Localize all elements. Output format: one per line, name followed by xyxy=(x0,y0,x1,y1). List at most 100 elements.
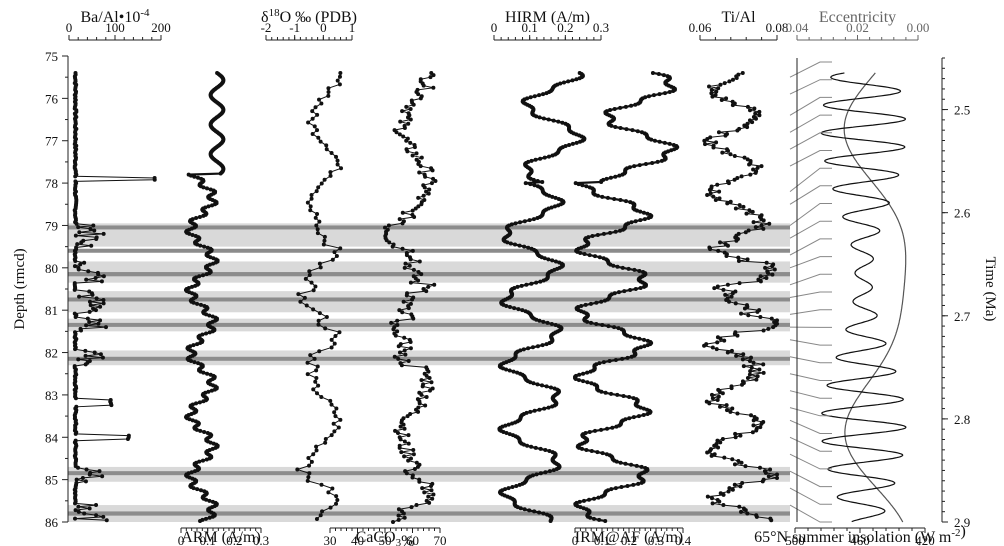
ti-al-point xyxy=(725,282,730,287)
d18o-point xyxy=(313,284,318,289)
hirm-point xyxy=(521,347,526,352)
d18o-point xyxy=(337,82,342,87)
ti-al-point xyxy=(711,145,716,150)
hirm-point xyxy=(541,116,546,121)
hirm-point xyxy=(538,446,543,451)
panel-title-ins: 65°N summer insolation (W m-2) xyxy=(754,523,966,546)
ti-al-point xyxy=(710,94,715,99)
arm-point xyxy=(195,487,200,492)
ti-al-point xyxy=(709,392,714,397)
d18o-point xyxy=(310,131,315,136)
d18o-point xyxy=(335,158,340,163)
irm-point xyxy=(637,163,642,168)
ti-al-point xyxy=(725,243,730,248)
ti-al-point xyxy=(710,396,715,401)
irm-point xyxy=(629,462,634,467)
hirm-point xyxy=(547,449,552,454)
caco3-point xyxy=(421,193,426,198)
irm-point xyxy=(636,414,641,419)
irm-point xyxy=(605,195,610,200)
ba-al-point xyxy=(79,240,84,245)
ti-al-point xyxy=(734,353,739,358)
ti-al-point xyxy=(739,174,744,179)
caco3-point xyxy=(404,471,409,476)
ti-al-point xyxy=(716,130,721,135)
ti-al-point xyxy=(758,314,763,319)
d18o-point xyxy=(315,227,320,232)
eccentricity-line xyxy=(843,72,907,523)
ba-al-point xyxy=(99,279,104,284)
irm-point xyxy=(629,103,634,108)
insolation-line xyxy=(820,72,907,523)
ti-al-point xyxy=(759,223,764,228)
panel-axis-ins: 500 460 420 xyxy=(785,527,935,546)
ti-al-point xyxy=(718,336,723,341)
hirm-point xyxy=(530,345,535,350)
irm-point xyxy=(645,411,650,416)
hirm-point xyxy=(534,317,539,322)
tie-line xyxy=(789,291,832,298)
ti-al-point xyxy=(747,162,752,167)
d18o-point xyxy=(318,139,323,144)
hirm-point xyxy=(526,245,531,250)
tie-line xyxy=(789,356,832,364)
ba-al-point xyxy=(86,269,91,274)
d18o-point xyxy=(310,109,315,114)
ti-al-point xyxy=(729,294,734,299)
depth-tick-label: 82 xyxy=(45,346,58,361)
d18o-point xyxy=(339,166,344,171)
caco3-point xyxy=(399,450,404,455)
hirm-point xyxy=(534,280,539,285)
hirm-point xyxy=(506,486,511,491)
depth-tick-label: 80 xyxy=(45,261,58,276)
irm-point xyxy=(613,174,618,179)
ti-al-point xyxy=(717,389,722,394)
ti-al-point xyxy=(755,165,760,170)
irm-point xyxy=(601,231,606,236)
ti-al-point xyxy=(710,496,715,501)
hirm-point xyxy=(535,344,540,349)
irm-point xyxy=(661,73,666,78)
caco3-point xyxy=(402,454,407,459)
tie-line xyxy=(789,504,832,523)
d18o-point xyxy=(311,387,316,392)
ti-al-point xyxy=(713,92,718,97)
panel-tick-label: -1 xyxy=(289,20,300,35)
ti-al-point xyxy=(720,436,725,441)
hirm-point xyxy=(511,369,516,374)
d18o-point xyxy=(298,299,303,304)
irm-point xyxy=(597,255,602,260)
caco3-point xyxy=(413,206,418,211)
ba-al-point xyxy=(101,274,106,279)
irm-point xyxy=(597,361,602,366)
ti-al-point xyxy=(705,494,710,499)
hirm-point xyxy=(548,385,553,390)
arm-point xyxy=(204,272,209,277)
irm-point xyxy=(639,480,644,485)
panel-tick-label: 1 xyxy=(349,20,356,35)
hirm-point xyxy=(501,429,506,434)
time-tick-label: 2.8 xyxy=(954,412,970,427)
caco3-point xyxy=(400,221,405,226)
tie-line xyxy=(789,79,832,95)
arm-point xyxy=(198,428,203,433)
ti-al-point xyxy=(708,191,713,196)
d18o-point xyxy=(309,192,314,197)
ti-al-point xyxy=(764,260,769,265)
ti-al-point xyxy=(714,347,719,352)
ti-al-point xyxy=(770,272,775,277)
panel-tick-label: 0.3 xyxy=(253,533,269,546)
ti-al-point xyxy=(708,135,713,140)
irm-point xyxy=(614,459,619,464)
ba-al-point xyxy=(76,504,81,509)
irm-point xyxy=(655,159,660,164)
hirm-point xyxy=(544,342,549,347)
irm-point xyxy=(667,141,672,146)
irm-point xyxy=(588,515,593,520)
hirm-point xyxy=(532,183,537,188)
ti-al-point xyxy=(753,225,758,230)
depth-tick-label: 86 xyxy=(45,515,59,530)
d18o-point xyxy=(323,436,328,441)
irm-point xyxy=(584,447,589,452)
hirm-point xyxy=(549,205,554,210)
